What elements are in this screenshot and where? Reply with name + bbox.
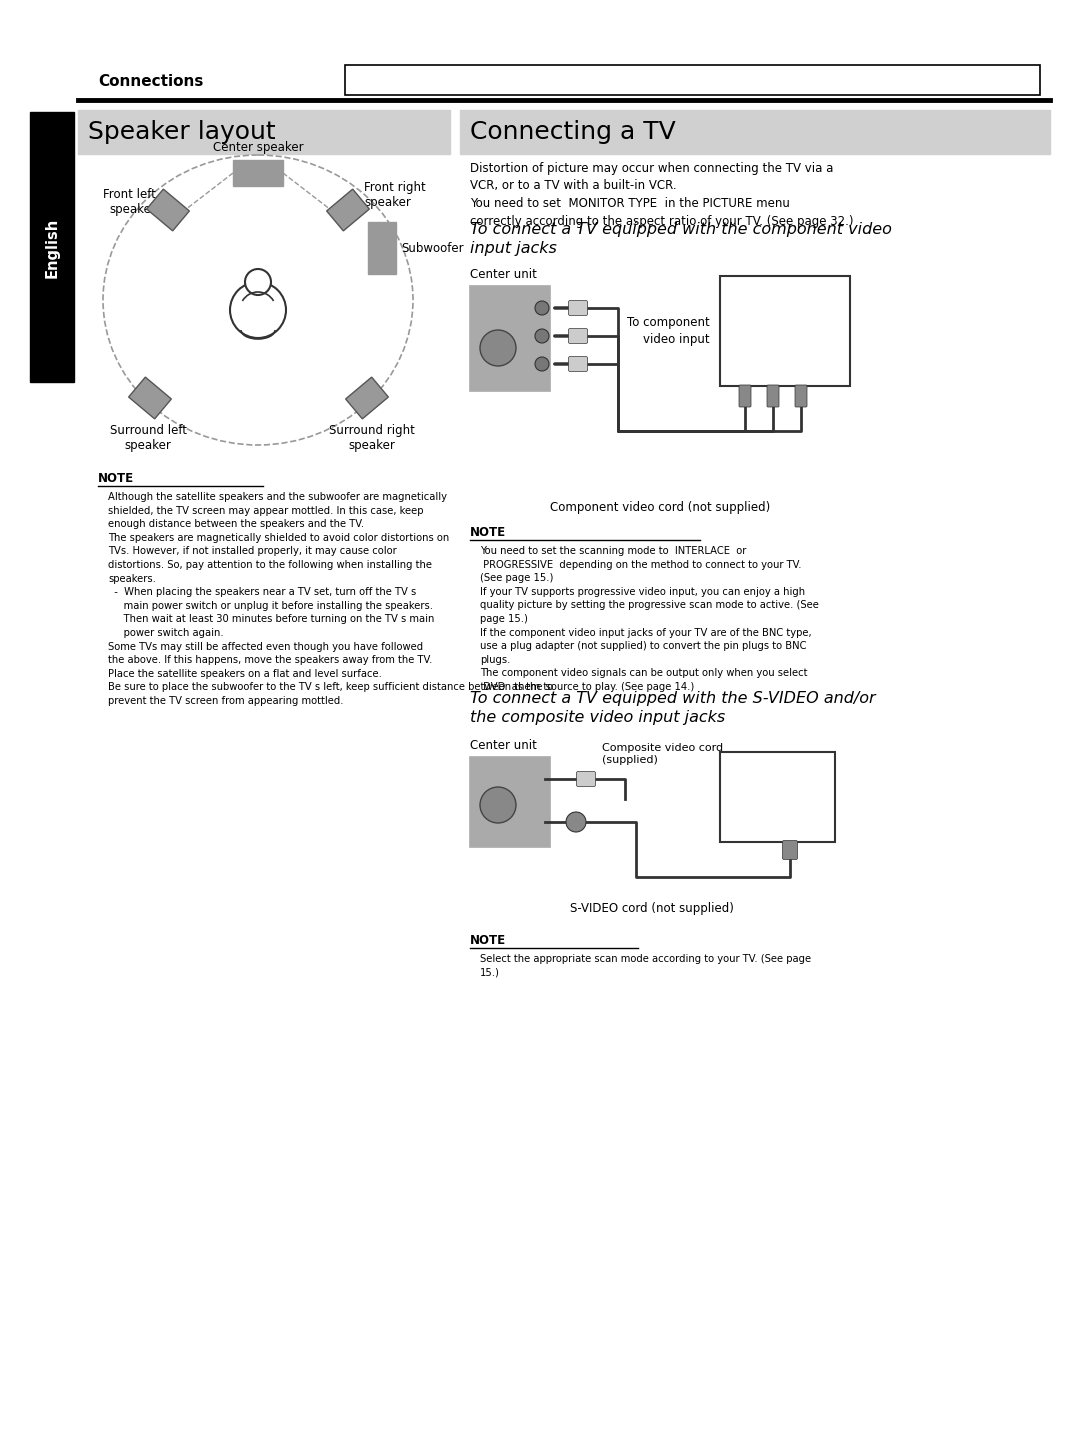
Circle shape bbox=[535, 358, 549, 371]
Text: NOTE: NOTE bbox=[470, 933, 507, 947]
Text: Pb: Pb bbox=[795, 313, 807, 321]
Text: TV: TV bbox=[774, 286, 795, 300]
Polygon shape bbox=[147, 189, 189, 231]
Text: VIDEO OUT: VIDEO OUT bbox=[492, 381, 523, 385]
FancyBboxPatch shape bbox=[783, 840, 797, 859]
FancyBboxPatch shape bbox=[577, 772, 595, 787]
Text: Speaker layout: Speaker layout bbox=[87, 121, 275, 144]
Text: COMPONENT: COMPONENT bbox=[490, 374, 526, 379]
Text: You need to set the scanning mode to  INTERLACE  or
 PROGRESSIVE  depending on t: You need to set the scanning mode to INT… bbox=[480, 547, 819, 692]
FancyBboxPatch shape bbox=[568, 301, 588, 316]
Text: Y: Y bbox=[742, 313, 748, 321]
Bar bbox=[30, 112, 75, 382]
Bar bbox=[470, 286, 550, 391]
Text: Pb: Pb bbox=[767, 313, 779, 321]
Text: Connections: Connections bbox=[98, 74, 203, 90]
Text: To connect a TV equipped with the component video
input jacks: To connect a TV equipped with the compon… bbox=[470, 222, 892, 256]
Text: Although the satellite speakers and the subwoofer are magnetically
shielded, the: Although the satellite speakers and the … bbox=[108, 491, 553, 707]
Polygon shape bbox=[346, 377, 389, 419]
Circle shape bbox=[230, 282, 286, 337]
Text: Composite video cord
(supplied): Composite video cord (supplied) bbox=[602, 743, 724, 765]
Circle shape bbox=[535, 329, 549, 343]
Text: Distortion of picture may occur when connecting the TV via a
VCR, or to a TV wit: Distortion of picture may occur when con… bbox=[470, 161, 853, 227]
Text: VIDEO: VIDEO bbox=[735, 779, 765, 790]
Text: To component
video input: To component video input bbox=[627, 316, 710, 346]
Text: To connect a TV equipped with the S-VIDEO and/or
the composite video input jacks: To connect a TV equipped with the S-VIDE… bbox=[470, 691, 876, 726]
Text: OUT: OUT bbox=[476, 769, 489, 774]
Text: NOTE: NOTE bbox=[470, 526, 507, 539]
FancyBboxPatch shape bbox=[795, 385, 807, 407]
Circle shape bbox=[480, 787, 516, 823]
Text: Center speaker: Center speaker bbox=[213, 141, 303, 154]
Circle shape bbox=[566, 811, 586, 832]
Bar bbox=[460, 111, 1050, 154]
Circle shape bbox=[480, 330, 516, 366]
Bar bbox=[720, 276, 850, 385]
Polygon shape bbox=[326, 189, 369, 231]
FancyBboxPatch shape bbox=[767, 385, 779, 407]
Text: Front left
speaker: Front left speaker bbox=[103, 188, 156, 217]
Bar bbox=[470, 758, 550, 848]
Text: TV: TV bbox=[767, 760, 787, 774]
FancyBboxPatch shape bbox=[739, 385, 751, 407]
Bar bbox=[345, 65, 1040, 95]
Text: Pb: Pb bbox=[521, 329, 529, 334]
Text: Center unit: Center unit bbox=[470, 268, 537, 281]
Bar bbox=[720, 752, 835, 842]
Polygon shape bbox=[129, 377, 172, 419]
Text: Subwoofer: Subwoofer bbox=[401, 241, 463, 254]
Circle shape bbox=[245, 269, 271, 295]
Text: VIDEO: VIDEO bbox=[476, 289, 496, 295]
Text: S-VIDEO cord (not supplied): S-VIDEO cord (not supplied) bbox=[570, 901, 734, 915]
Bar bbox=[78, 111, 450, 154]
Circle shape bbox=[535, 301, 549, 316]
Text: English: English bbox=[44, 218, 59, 278]
Text: OUT: OUT bbox=[476, 298, 489, 302]
Text: Select the appropriate scan mode according to your TV. (See page
15.): Select the appropriate scan mode accordi… bbox=[480, 954, 811, 977]
Text: Front right
speaker: Front right speaker bbox=[364, 180, 426, 209]
Bar bbox=[368, 222, 396, 273]
Text: Surround left
speaker: Surround left speaker bbox=[109, 425, 187, 452]
Text: Y: Y bbox=[523, 300, 527, 305]
Bar bbox=[233, 160, 283, 186]
Text: Do not connect the power cord until all other connections have been made.: Do not connect the power cord until all … bbox=[469, 74, 917, 86]
Text: Pb: Pb bbox=[521, 356, 529, 362]
Text: Component video cord (not supplied): Component video cord (not supplied) bbox=[550, 502, 770, 515]
FancyBboxPatch shape bbox=[568, 329, 588, 343]
Text: Surround right
speaker: Surround right speaker bbox=[329, 425, 415, 452]
Text: S-VIDEO: S-VIDEO bbox=[782, 779, 819, 790]
FancyBboxPatch shape bbox=[568, 356, 588, 372]
Text: Connecting a TV: Connecting a TV bbox=[470, 121, 676, 144]
Text: VIDEO: VIDEO bbox=[476, 760, 496, 766]
Text: Center unit: Center unit bbox=[470, 739, 537, 752]
Text: NOTE: NOTE bbox=[98, 473, 134, 486]
